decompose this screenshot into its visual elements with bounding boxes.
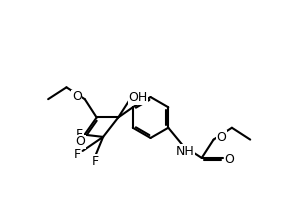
Text: O: O [224,153,234,166]
Text: NH: NH [176,145,194,158]
Text: O: O [72,90,82,103]
Text: O: O [76,135,86,149]
Text: F: F [76,128,83,141]
Text: OH: OH [128,91,147,104]
Text: F: F [92,155,99,168]
Text: F: F [74,148,81,161]
Text: O: O [217,131,226,144]
